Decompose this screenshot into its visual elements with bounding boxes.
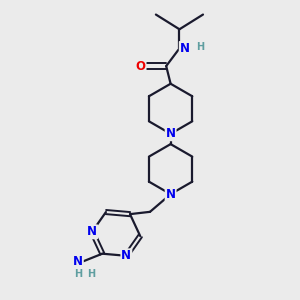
- Text: N: N: [73, 255, 83, 268]
- Text: N: N: [87, 225, 97, 238]
- Text: N: N: [166, 188, 176, 201]
- Text: N: N: [166, 127, 176, 140]
- Text: O: O: [136, 60, 146, 73]
- Text: H: H: [74, 269, 82, 279]
- Text: H: H: [87, 269, 95, 279]
- Text: H: H: [196, 42, 205, 52]
- Text: N: N: [180, 42, 190, 55]
- Text: N: N: [121, 249, 131, 262]
